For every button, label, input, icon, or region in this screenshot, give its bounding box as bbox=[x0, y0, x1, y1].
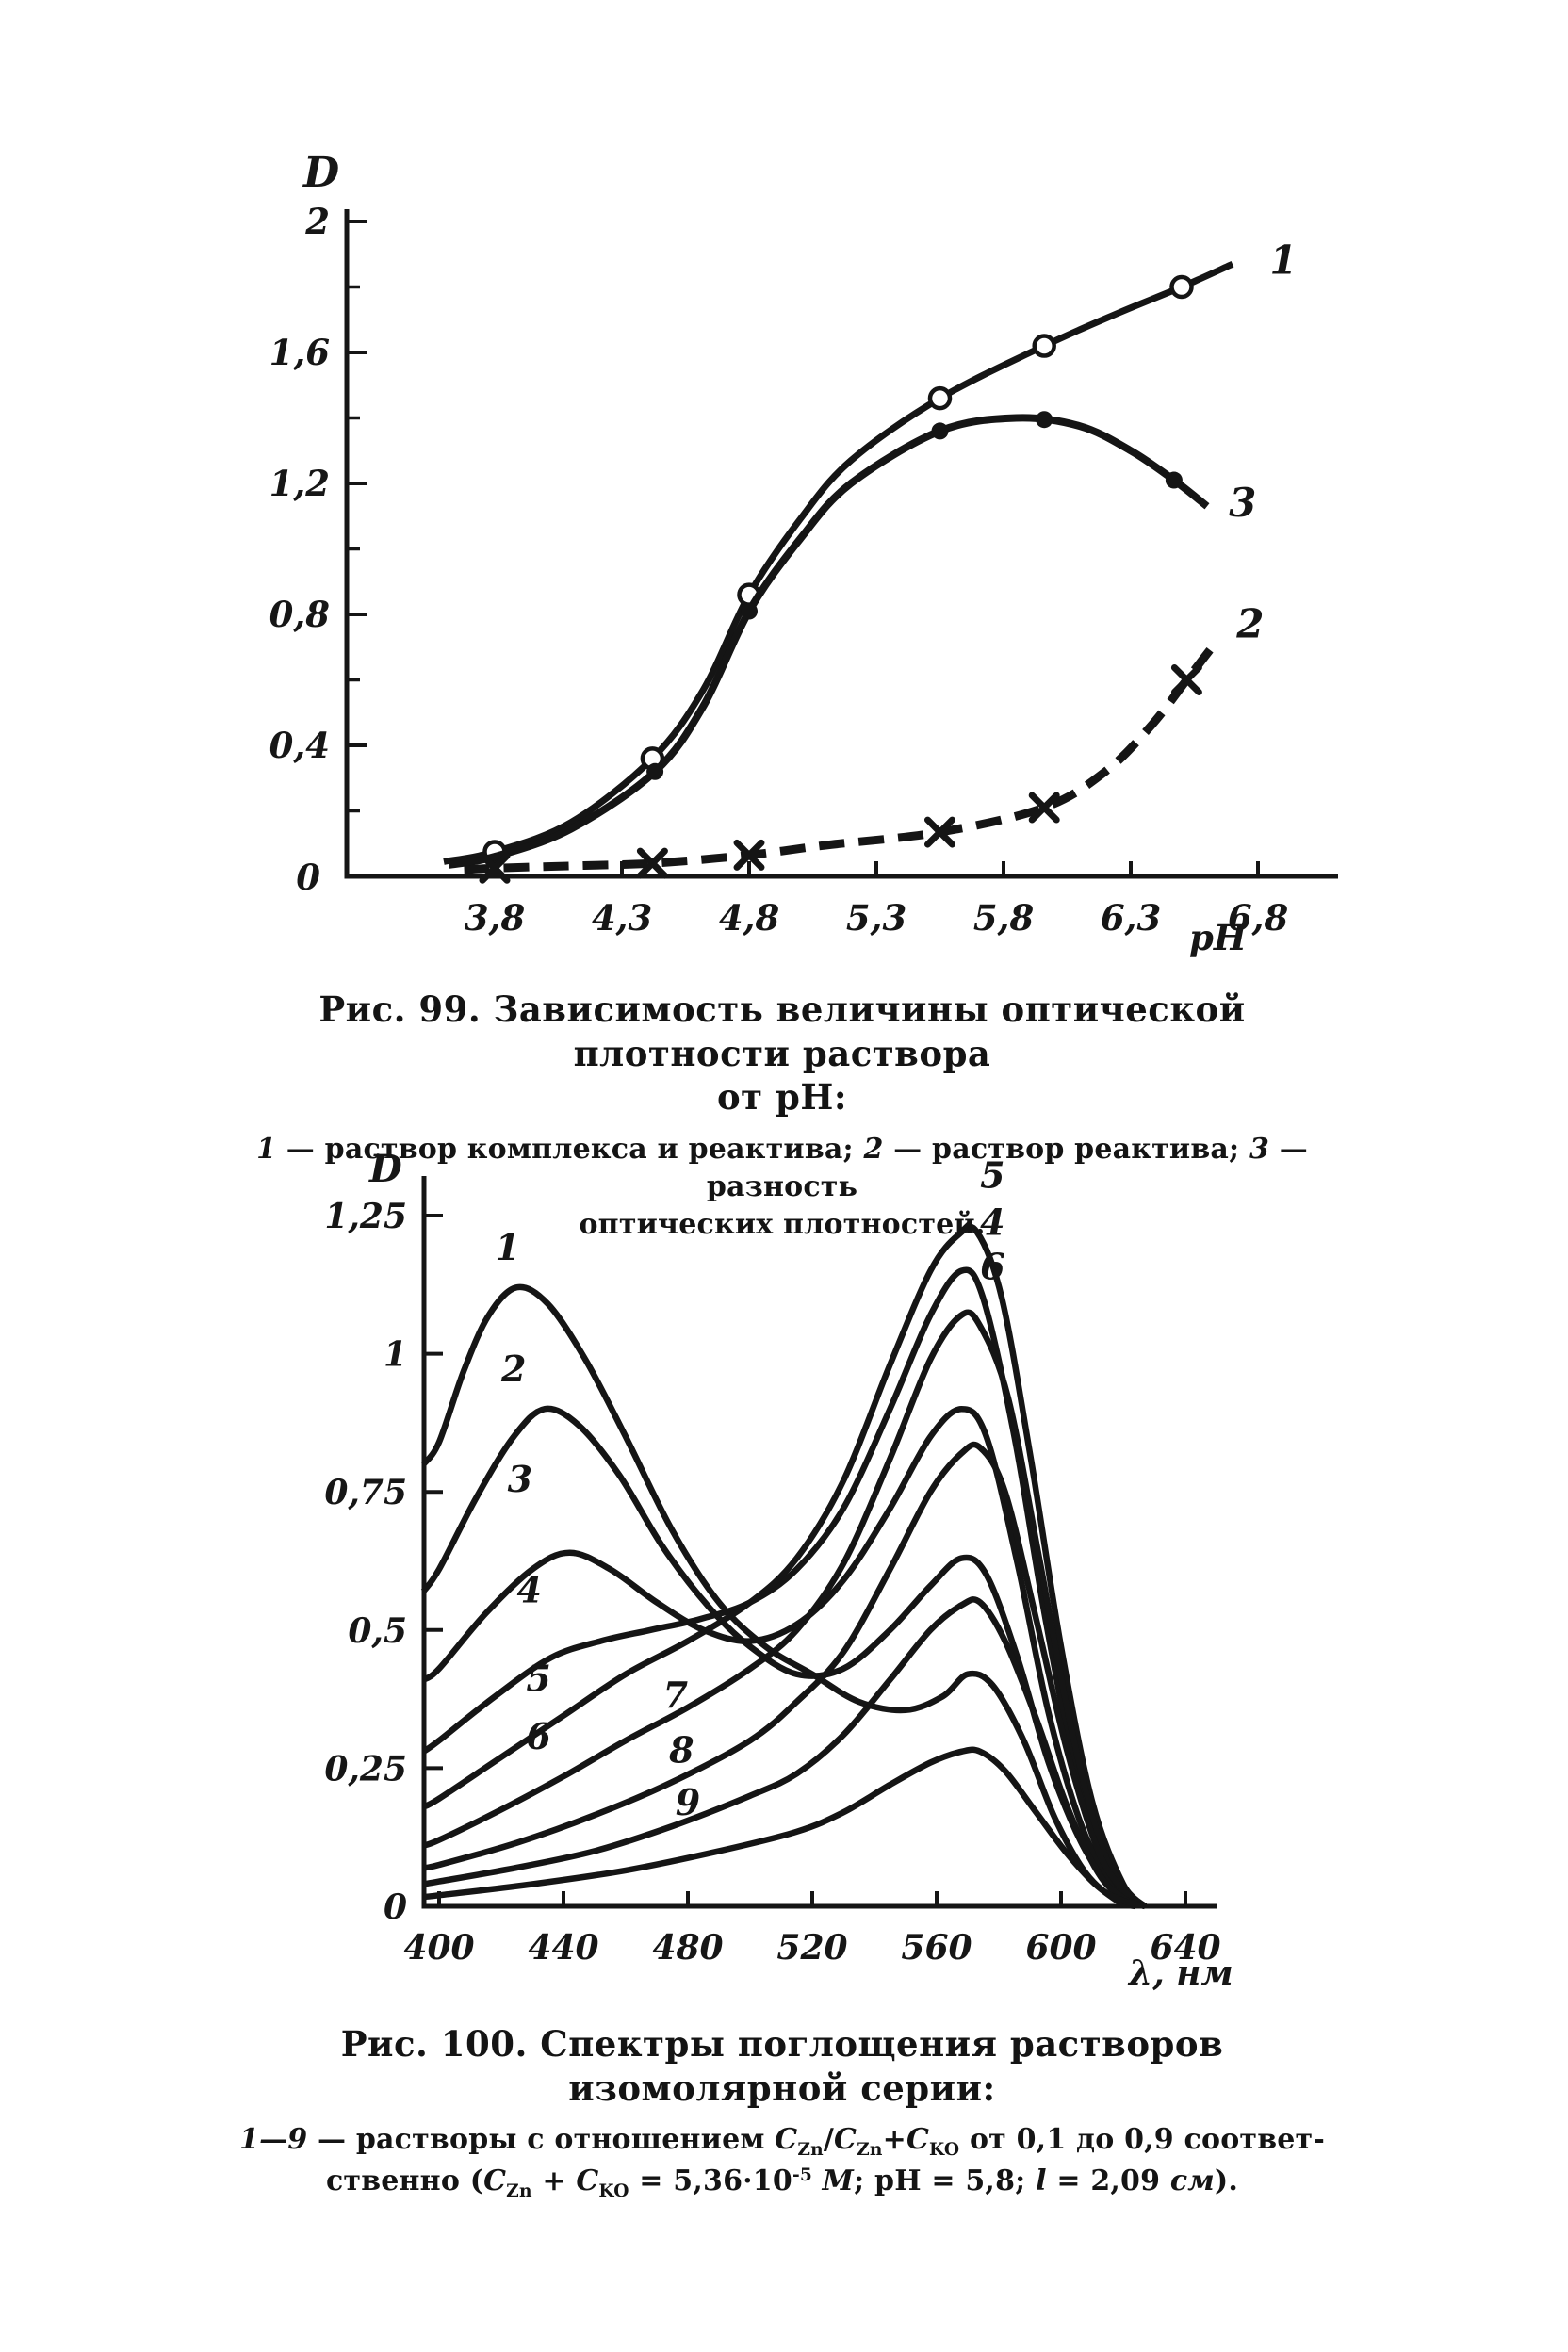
x-tick-label: 3,8 bbox=[465, 897, 525, 939]
curve-1 bbox=[420, 1283, 1137, 1910]
x-tick-label: 5,3 bbox=[846, 897, 906, 939]
curve-label-2: 2 bbox=[500, 1348, 526, 1390]
x-tick-label: 400 bbox=[403, 1928, 474, 1968]
figure-99-title: Рис. 99. Зависимость величины оптической… bbox=[318, 988, 1246, 1119]
curve-4 bbox=[421, 1266, 1138, 1909]
open-circle-marker bbox=[1032, 334, 1056, 358]
x-tick-label: 5,8 bbox=[973, 897, 1034, 939]
curve-label-1: 1 bbox=[495, 1226, 519, 1268]
open-circle-marker bbox=[927, 385, 953, 411]
curve-label-8: 8 bbox=[668, 1729, 694, 1772]
x-marker bbox=[1170, 664, 1202, 695]
y-tick-label: 1,2 bbox=[270, 463, 330, 504]
curve-9 bbox=[423, 1746, 1146, 1910]
curve-label-6: 6 bbox=[526, 1715, 550, 1757]
y-tick-label: 0,75 bbox=[324, 1473, 407, 1512]
curve-label-3: 3 bbox=[1229, 480, 1256, 526]
axes bbox=[421, 1176, 1217, 1909]
curve-label-3: 3 bbox=[508, 1458, 532, 1500]
curve-5 bbox=[422, 1223, 1148, 1909]
curve-7 bbox=[422, 1441, 1148, 1909]
x-marker bbox=[1028, 792, 1060, 824]
axes bbox=[344, 209, 1338, 879]
x-tick-label: 6,3 bbox=[1101, 897, 1161, 939]
curve-label-5: 5 bbox=[526, 1657, 550, 1699]
curve-label-4: 4 bbox=[516, 1568, 541, 1610]
figure-99: 3,8 4,3 4,8 5,3 5,8 6,3 6,8 0,4 0,8 1,2 1,6 2 0 DрН 1 3… bbox=[270, 149, 1338, 958]
y-tick-label: 1,25 bbox=[324, 1197, 407, 1236]
filled-circle-marker bbox=[646, 762, 664, 780]
y-tick-label: 1 bbox=[384, 1335, 407, 1375]
curve-label-6-right: 6 bbox=[980, 1245, 1004, 1287]
curve-label-1: 1 bbox=[1269, 237, 1297, 284]
origin-label: 0 bbox=[384, 1887, 407, 1927]
filled-circle-marker bbox=[1036, 411, 1054, 429]
y-tick-label: 2 bbox=[304, 201, 330, 242]
figure-100-caption: Рис. 100. Спектры поглощения растворов и… bbox=[198, 2022, 1366, 2204]
x-tick-label: 4,3 bbox=[592, 897, 652, 939]
figure-100-legend: 1—9 — растворы с отношением CZn/CZn+CKO … bbox=[239, 2123, 1325, 2202]
y-tick-label: 1,6 bbox=[270, 332, 330, 373]
x-tick-label: 4,8 bbox=[719, 897, 779, 939]
curve-8 bbox=[423, 1596, 1147, 1910]
curve-6 bbox=[422, 1309, 1148, 1909]
x-tick-label: 440 bbox=[528, 1928, 598, 1968]
x-marker bbox=[636, 847, 668, 879]
x-axis-title: рН bbox=[1189, 917, 1248, 958]
curve-label-7: 7 bbox=[663, 1674, 688, 1716]
curve-label-2: 2 bbox=[1235, 600, 1264, 646]
y-axis-title: D bbox=[302, 149, 339, 197]
y-tick-label: 0,5 bbox=[348, 1611, 407, 1651]
x-tick-label: 520 bbox=[776, 1928, 847, 1968]
y-tick-label: 0,4 bbox=[270, 725, 330, 766]
curve-3 bbox=[421, 1405, 1138, 1909]
x-marker bbox=[479, 852, 511, 884]
x-tick-label: 640 bbox=[1150, 1928, 1220, 1968]
filled-circle-marker bbox=[931, 422, 949, 440]
x-tick-label: 560 bbox=[901, 1928, 972, 1968]
filled-circle-marker bbox=[741, 602, 758, 620]
curve-1 bbox=[443, 261, 1234, 865]
x-tick-label: 600 bbox=[1025, 1928, 1096, 1968]
y-tick-label: 0,8 bbox=[270, 594, 330, 635]
x-tick-label: 6,8 bbox=[1228, 897, 1288, 939]
open-circle-marker bbox=[1169, 274, 1194, 300]
curve-label-9: 9 bbox=[676, 1781, 700, 1823]
curve-label-4-right: 4 bbox=[980, 1201, 1004, 1244]
curve-2 bbox=[464, 641, 1218, 874]
figure-100: 400 440 480 520 560 600 640 0,25 0,5 0,75 1 1,25 0 Dλ… bbox=[324, 1147, 1233, 1993]
x-tick-label: 480 bbox=[652, 1928, 723, 1968]
filled-circle-marker bbox=[1165, 471, 1183, 489]
origin-label: 0 bbox=[296, 857, 320, 898]
y-tick-label: 0,25 bbox=[324, 1749, 407, 1788]
curve-3 bbox=[448, 414, 1210, 869]
figure-100-title: Рис. 100. Спектры поглощения растворов и… bbox=[340, 2023, 1224, 2109]
figure-99-legend: 1 — раствор комплекса и реактива; 2 — ра… bbox=[256, 1132, 1308, 1242]
figure-99-caption: Рис. 99. Зависимость величины оптической… bbox=[226, 988, 1338, 1244]
x-marker bbox=[733, 839, 765, 871]
x-marker bbox=[924, 816, 956, 848]
curve-label-5-right: 5 bbox=[980, 1154, 1004, 1197]
y-axis-title: D bbox=[368, 1147, 402, 1191]
x-axis-title: λ, нм bbox=[1127, 1953, 1233, 1993]
